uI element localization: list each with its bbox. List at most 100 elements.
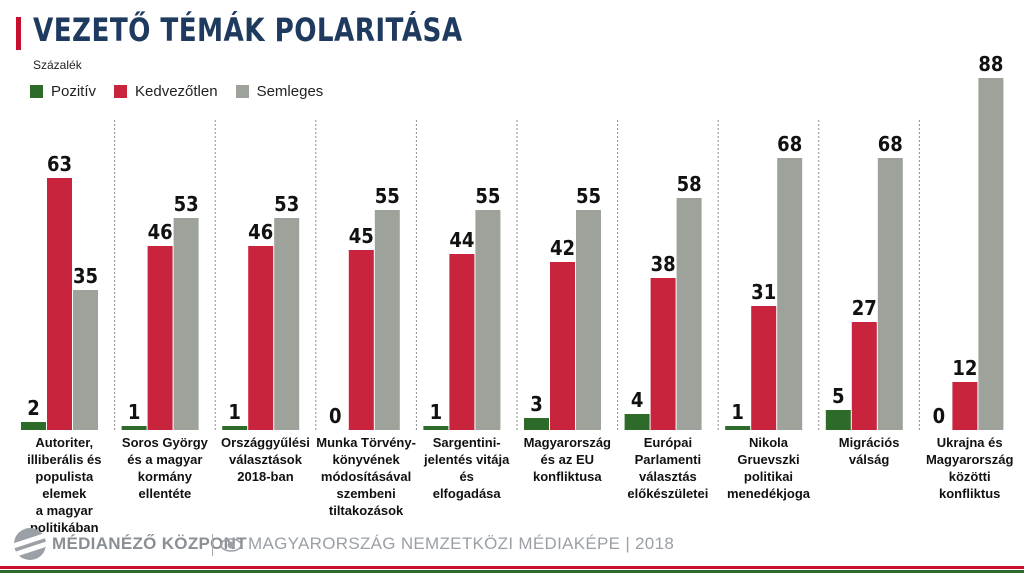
legend-label-positive: Pozitív (51, 83, 97, 100)
footer-stripe-green (0, 570, 1024, 573)
category-label: Országgyűlési választások 2018-ban (215, 434, 316, 485)
category-label: Magyarország és az EU konfliktusa (517, 434, 618, 485)
category-label: Sargentini-jelentés vitája és elfogadása (416, 434, 517, 502)
category-label-line: Soros György (121, 435, 208, 450)
data-label-negative: 38 (651, 252, 676, 276)
bar-negative (147, 246, 173, 430)
data-label-positive: 1 (128, 400, 141, 424)
legend-item-neutral: Semleges (235, 83, 324, 100)
category-label-line: Európai (643, 435, 693, 450)
legend-swatch-neutral (235, 85, 249, 98)
category-label: Migrációs válság (819, 434, 920, 468)
category-label-line: elfogadása (432, 486, 501, 501)
category-label-line: populista elemek (35, 469, 94, 501)
data-label-neutral: 53 (274, 192, 299, 216)
bar-positive (121, 426, 147, 430)
category-label-line: könyvének (332, 452, 400, 467)
data-label-negative: 27 (852, 296, 877, 320)
bar-negative (348, 250, 374, 430)
bar-neutral (274, 218, 300, 430)
category-label-line: Nikola Gruevszki (737, 435, 800, 467)
category-label-line: és az EU (540, 452, 595, 467)
bar-chart: 2633514653146530455514455342554385813168… (21, 52, 1004, 430)
category-label-line: előkészületei (627, 486, 709, 501)
bar-neutral (374, 210, 400, 430)
legend-label-neutral: Semleges (256, 83, 324, 100)
bar-positive (825, 410, 851, 430)
bar-positive (624, 414, 650, 430)
data-label-neutral: 55 (375, 184, 400, 208)
data-label-neutral: 88 (978, 52, 1003, 76)
category-label-line: válság (848, 452, 890, 467)
data-label-negative: 31 (751, 280, 776, 304)
data-label-neutral: 55 (475, 184, 500, 208)
footer: MÉDIANÉZŐ KÖZPONT MAGYARORSZÁG NEMZETKÖZ… (0, 520, 1024, 574)
legend-swatch-positive (30, 85, 43, 98)
bar-negative (248, 246, 274, 430)
data-label-neutral: 53 (174, 192, 199, 216)
category-label-line: Magyarország (925, 452, 1014, 467)
category-label-line: módosításával (320, 469, 412, 484)
bar-neutral (777, 158, 803, 430)
data-label-neutral: 68 (777, 132, 802, 156)
category-label-line: Migrációs (838, 435, 900, 450)
bar-positive (21, 422, 46, 430)
category-label-line: tiltakozások (328, 503, 404, 518)
category-label-line: és a magyar (127, 452, 203, 467)
data-label-positive: 2 (27, 396, 40, 420)
footer-brand: MÉDIANÉZŐ KÖZPONT (52, 534, 247, 553)
category-label-line: Országgyűlési (221, 435, 310, 450)
data-label-positive: 0 (933, 404, 946, 428)
legend-label-negative: Kedvezőtlen (135, 83, 218, 100)
data-label-negative: 46 (248, 220, 273, 244)
data-label-negative: 45 (349, 224, 374, 248)
bar-neutral (978, 78, 1004, 430)
category-label-line: Ukrajna és (936, 435, 1003, 450)
category-label-line: 2018-ban (237, 469, 294, 484)
category-label-line: Magyarország (523, 435, 611, 450)
bar-neutral (877, 158, 903, 430)
category-label-line: Sargentini- (432, 435, 501, 450)
data-label-neutral: 68 (878, 132, 903, 156)
category-label-line: választások (228, 452, 302, 467)
title-accent-bar (16, 17, 21, 50)
bar-neutral (73, 290, 98, 430)
data-label-positive: 1 (731, 400, 744, 424)
category-label-line: a magyar (35, 503, 93, 518)
category-label-line: politikában (29, 520, 99, 535)
category-label-line: menedékjoga (726, 486, 811, 501)
category-label-line: szembeni (336, 486, 396, 501)
data-label-positive: 1 (430, 400, 443, 424)
data-label-negative: 42 (550, 236, 575, 260)
category-label: Munka Törvény-könyvének módosításával szem… (316, 434, 417, 519)
category-label: Soros György és a magyar kormány ellentéte (115, 434, 216, 502)
bar-negative (650, 278, 676, 430)
bar-negative (47, 178, 72, 430)
category-label: Ukrajna és Magyarország közötti konfliktus (919, 434, 1020, 502)
data-label-positive: 3 (530, 392, 543, 416)
category-label-line: illiberális és (27, 452, 102, 467)
legend-swatch-negative (114, 85, 128, 98)
bar-positive (524, 418, 549, 430)
bar-positive (222, 426, 248, 430)
bar-positive (423, 426, 449, 430)
data-label-neutral: 58 (677, 172, 702, 196)
data-label-neutral: 55 (576, 184, 601, 208)
bar-negative (751, 306, 777, 430)
category-label-line: választás (638, 469, 697, 484)
data-label-negative: 12 (952, 356, 977, 380)
legend-item-negative: Kedvezőtlen (114, 83, 218, 100)
category-label: Autoriter, illiberális és populista elemek… (14, 434, 115, 536)
bar-neutral (173, 218, 199, 430)
data-label-negative: 46 (148, 220, 173, 244)
category-label: Nikola Gruevszki politikai menedékjoga (718, 434, 819, 502)
chart-legend: Pozitív Kedvezőtlen Semleges (30, 83, 341, 100)
bar-negative (550, 262, 575, 430)
category-label-line: politikai (743, 469, 794, 484)
data-label-positive: 1 (228, 400, 241, 424)
data-label-positive: 5 (832, 384, 845, 408)
category-label-line: konfliktusa (532, 469, 602, 484)
bar-positive (725, 426, 751, 430)
footer-tagline: MAGYARORSZÁG NEMZETKÖZI MÉDIAKÉPE | 2018 (248, 534, 675, 553)
data-label-positive: 4 (631, 388, 644, 412)
